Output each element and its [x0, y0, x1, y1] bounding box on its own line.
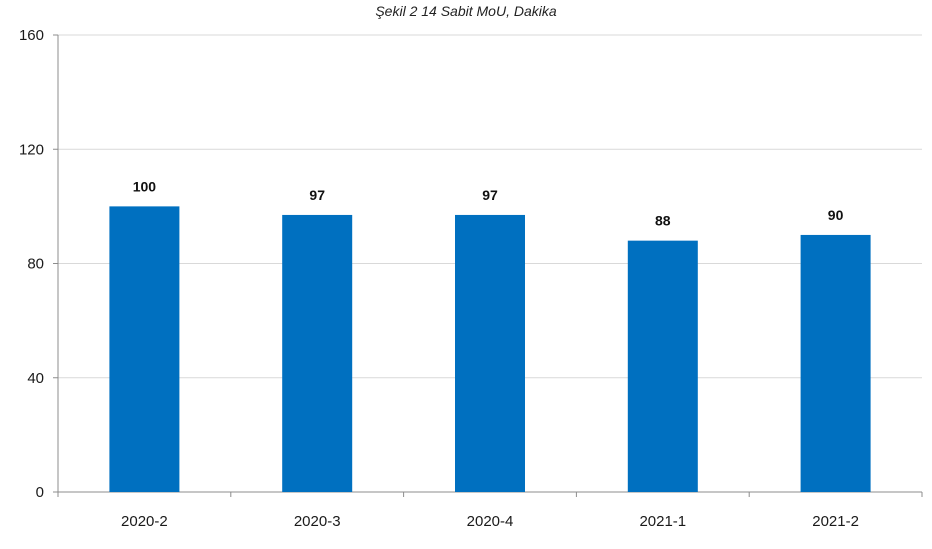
bar-2020-4 [455, 214, 525, 492]
x-tick-label-2020-3: 2020-3 [294, 513, 341, 530]
chart-title: Şekil 2 14 Sabit MoU, Dakika [375, 3, 557, 19]
bar-2021-1 [627, 240, 698, 492]
bar-2020-2 [109, 206, 180, 492]
data-label-2021-2: 90 [828, 207, 844, 223]
y-tick-label: 40 [27, 370, 44, 387]
data-label-2020-3: 97 [309, 187, 325, 203]
x-tick-label-2020-4: 2020-4 [467, 513, 514, 530]
y-tick-label: 80 [27, 256, 44, 273]
data-label-2021-1: 88 [655, 213, 671, 229]
y-tick-label: 0 [36, 484, 44, 501]
x-tick-label-2021-2: 2021-2 [812, 513, 859, 530]
x-tick-label-2021-1: 2021-1 [639, 513, 686, 530]
bar-2020-3 [282, 214, 353, 492]
data-label-2020-2: 100 [133, 178, 157, 194]
bar-2021-2 [800, 234, 871, 492]
x-tick-label-2020-2: 2020-2 [121, 513, 168, 530]
data-label-2020-4: 97 [482, 187, 498, 203]
y-tick-label: 120 [19, 141, 44, 158]
y-tick-label: 160 [19, 27, 44, 44]
